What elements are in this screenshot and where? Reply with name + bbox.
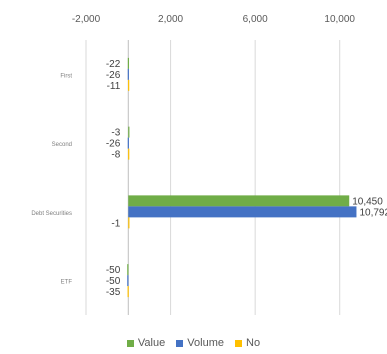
x-tick-label: 10,000 xyxy=(324,14,355,25)
bar-no-etf xyxy=(127,286,129,298)
category-label-debt-securities: Debt Securities xyxy=(31,211,72,217)
legend-label-volume: Volume xyxy=(187,337,224,350)
legend-item-no: No xyxy=(235,337,260,349)
category-label-second: Second xyxy=(52,142,72,148)
data-label-volume-first: -26 xyxy=(106,70,121,81)
legend-item-volume: Volume xyxy=(176,337,224,349)
bar-no-debt-securities xyxy=(128,217,130,229)
legend-swatch-no xyxy=(235,339,243,347)
legend-swatch-value xyxy=(126,339,134,347)
data-label-value-second: -3 xyxy=(111,128,120,139)
data-label-value-first: -22 xyxy=(106,59,121,70)
data-label-no-etf: -35 xyxy=(106,287,121,298)
x-tick-label: 2,000 xyxy=(158,14,183,25)
data-label-no-debt-securities: -1 xyxy=(111,218,120,229)
x-tick-label: -2,000 xyxy=(72,14,101,25)
data-label-no-first: -11 xyxy=(107,81,121,92)
bar-volume-first xyxy=(127,68,129,80)
legend-label-value: Value xyxy=(137,337,166,350)
bar-value-debt-securities xyxy=(128,195,350,207)
x-tick-label: 6,000 xyxy=(243,14,268,25)
legend-label-no: No xyxy=(246,337,261,350)
bar-volume-second xyxy=(127,137,129,149)
data-label-volume-etf: -50 xyxy=(106,276,121,287)
bar-volume-etf xyxy=(127,275,129,287)
category-label-etf: ETF xyxy=(61,280,73,286)
category-label-first: First xyxy=(60,73,72,79)
data-label-value-etf: -50 xyxy=(106,265,121,276)
data-label-volume-second: -26 xyxy=(106,139,121,150)
chart-legend: Value Volume No xyxy=(0,337,387,349)
bar-value-second xyxy=(128,126,130,138)
bar-value-first xyxy=(127,57,130,69)
bar-no-first xyxy=(128,79,130,91)
data-label-value-debt-securities: 10,450 xyxy=(352,196,383,207)
bar-volume-debt-securities xyxy=(128,206,357,218)
data-label-no-second: -8 xyxy=(111,150,120,161)
legend-item-value: Value xyxy=(126,337,166,350)
data-label-volume-debt-securities: 10,792 xyxy=(359,207,387,218)
legend-swatch-volume xyxy=(176,339,184,347)
bar-no-second xyxy=(128,148,130,160)
bar-value-etf xyxy=(127,264,129,276)
